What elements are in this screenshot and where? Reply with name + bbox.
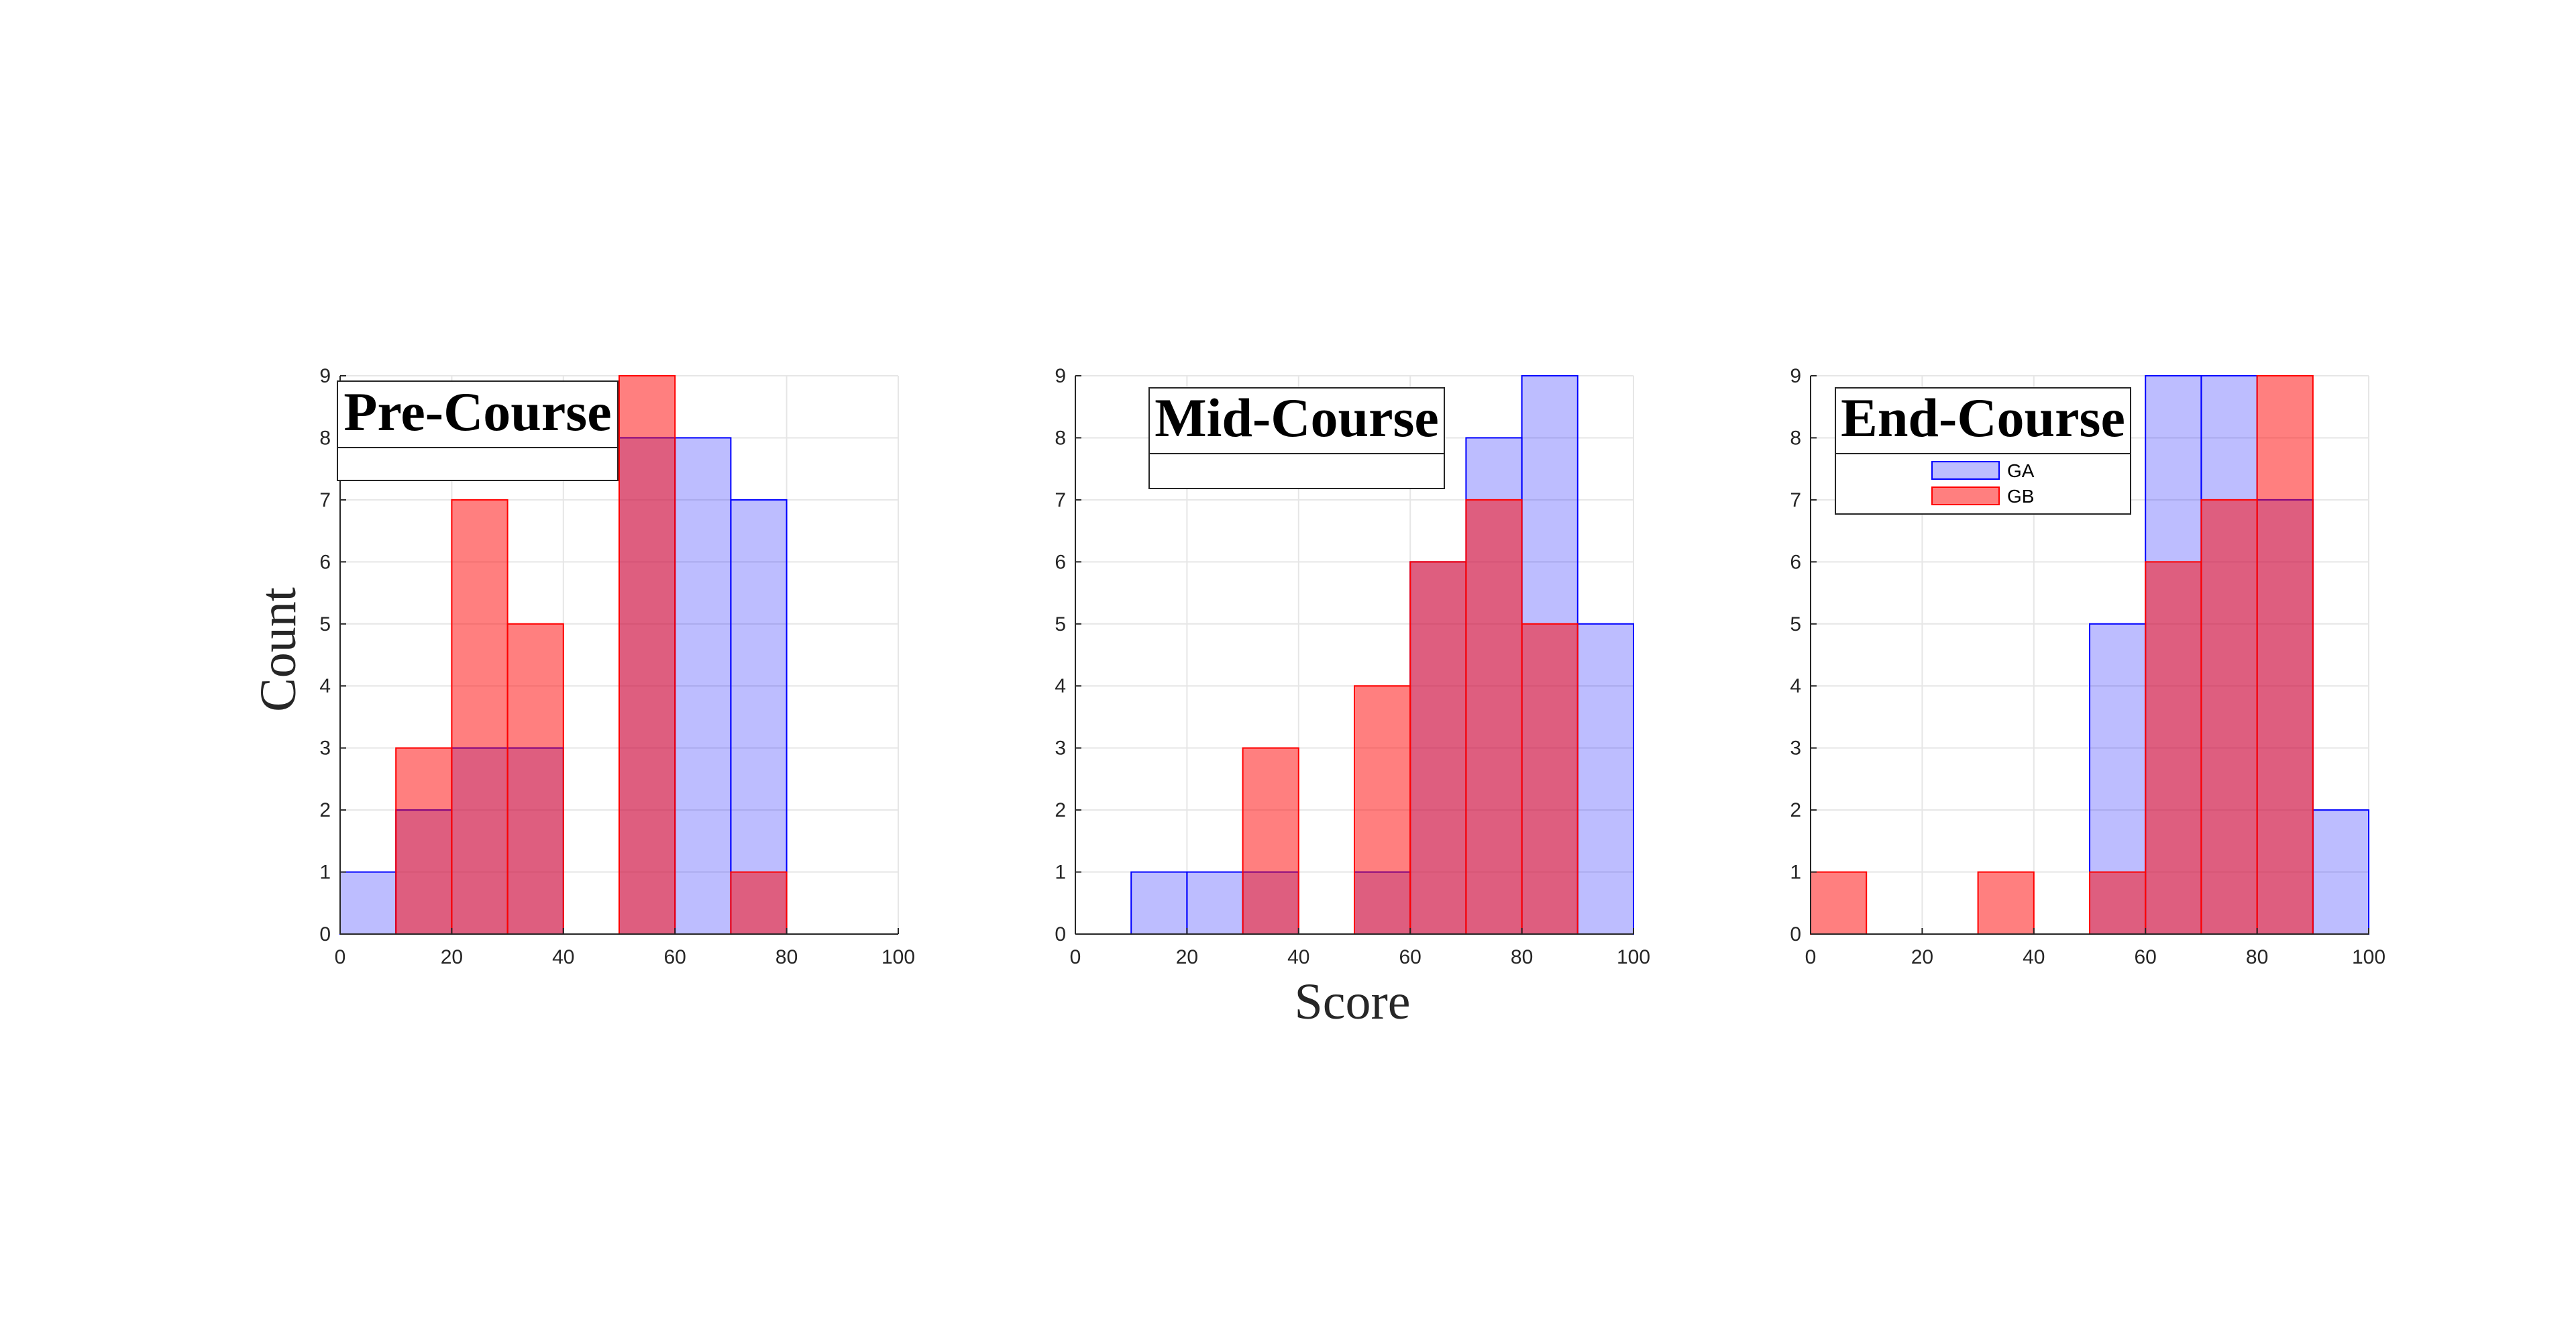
x-tick-label: 60	[664, 946, 686, 968]
gb-bar	[395, 747, 453, 935]
y-tick-label: 5	[1055, 613, 1066, 635]
x-tick-label: 100	[1617, 946, 1650, 968]
y-tick-label: 5	[319, 613, 331, 635]
x-tick-label: 0	[1070, 946, 1081, 968]
y-tick-label: 8	[1790, 427, 1801, 449]
ga-bar	[2312, 809, 2370, 935]
gb-bar	[1354, 685, 1411, 935]
y-tick-label: 7	[1055, 489, 1066, 511]
x-tick-label: 100	[881, 946, 915, 968]
y-axis-label: Count	[250, 587, 307, 712]
gb-bar	[2145, 561, 2202, 935]
y-tick-label: 4	[319, 675, 331, 697]
y-tick-label: 7	[319, 489, 331, 511]
y-tick-label: 6	[1055, 551, 1066, 573]
x-tick-label: 20	[1911, 946, 1933, 968]
panel-title: Pre-Course	[343, 381, 611, 442]
ga-bar	[1130, 871, 1188, 935]
y-tick-label: 1	[1790, 862, 1801, 884]
gb-bar	[1810, 871, 1868, 935]
panel-title: End-Course	[1841, 387, 2125, 448]
histogram-panel: 0 1 2 3 4 5 6 7 8 9 0 20 40 60 80 100 Mid-Course	[1055, 365, 1650, 968]
gb-bar	[1465, 499, 1523, 935]
histogram-panel: 0 1 2 3 4 5 6 7 8 9 0 20 40 60 80 100 Pre-Course	[319, 365, 915, 968]
gb-bar	[1242, 747, 1299, 935]
gb-bar	[2256, 375, 2314, 935]
x-axis-label: Score	[1294, 974, 1410, 1030]
ga-bar	[1576, 623, 1635, 935]
y-tick-label: 8	[1055, 427, 1066, 449]
x-tick-label: 60	[2135, 946, 2157, 968]
x-tick-label: 0	[1805, 946, 1817, 968]
legend: End-Course GA GB	[1835, 387, 2131, 515]
y-tick-label: 3	[1055, 737, 1066, 760]
y-tick-label: 0	[1790, 923, 1801, 945]
x-tick-label: 20	[1176, 946, 1198, 968]
y-tick-label: 9	[319, 365, 331, 387]
gb-bar	[451, 499, 508, 935]
x-tick-label: 100	[2352, 946, 2385, 968]
legend-swatch	[1931, 486, 2000, 505]
ga-bar	[730, 499, 788, 935]
histogram-panel: 0 1 2 3 4 5 6 7 8 9 0 20 40 60 80 100 End-Course GA GB	[1790, 365, 2385, 968]
legend: Mid-Course	[1148, 387, 1445, 489]
gb-bar	[1409, 561, 1467, 935]
x-tick-label: 80	[2246, 946, 2268, 968]
ga-bar	[674, 437, 732, 935]
y-tick-label: 2	[1055, 799, 1066, 821]
y-tick-label: 1	[1055, 862, 1066, 884]
x-tick-label: 40	[1287, 946, 1309, 968]
y-tick-label: 0	[1055, 923, 1066, 945]
y-tick-label: 3	[319, 737, 331, 760]
y-tick-label: 6	[319, 551, 331, 573]
y-tick-label: 1	[319, 862, 331, 884]
gb-bar	[619, 375, 676, 935]
x-tick-label: 40	[2023, 946, 2045, 968]
y-tick-label: 4	[1790, 675, 1801, 697]
ga-bar	[339, 871, 397, 935]
y-tick-label: 9	[1790, 365, 1801, 387]
y-tick-label: 3	[1790, 737, 1801, 760]
y-tick-label: 2	[319, 799, 331, 821]
legend-swatch	[1931, 461, 2000, 480]
y-tick-label: 5	[1790, 613, 1801, 635]
legend-box	[337, 380, 619, 481]
x-tick-label: 60	[1399, 946, 1421, 968]
x-tick-label: 80	[775, 946, 798, 968]
gb-bar	[506, 623, 564, 935]
gb-bar	[2200, 499, 2258, 935]
x-tick-label: 20	[441, 946, 463, 968]
legend-box	[1148, 387, 1445, 489]
legend-entry-label: GA	[2007, 460, 2035, 481]
y-tick-label: 0	[319, 923, 331, 945]
y-tick-label: 7	[1790, 489, 1801, 511]
y-tick-label: 9	[1055, 365, 1066, 387]
x-tick-label: 80	[1511, 946, 1533, 968]
gb-bar	[1977, 871, 2035, 935]
legend: Pre-Course	[337, 380, 619, 481]
gb-bar	[730, 871, 788, 935]
legend-entry-label: GB	[2007, 486, 2034, 507]
gb-bar	[2089, 871, 2147, 935]
ga-bar	[1186, 871, 1244, 935]
x-tick-label: 0	[335, 946, 346, 968]
y-tick-label: 8	[319, 427, 331, 449]
gb-bar	[1521, 623, 1578, 935]
y-tick-label: 4	[1055, 675, 1066, 697]
x-tick-label: 40	[552, 946, 574, 968]
panel-title: Mid-Course	[1155, 387, 1439, 448]
y-tick-label: 6	[1790, 551, 1801, 573]
y-tick-label: 2	[1790, 799, 1801, 821]
